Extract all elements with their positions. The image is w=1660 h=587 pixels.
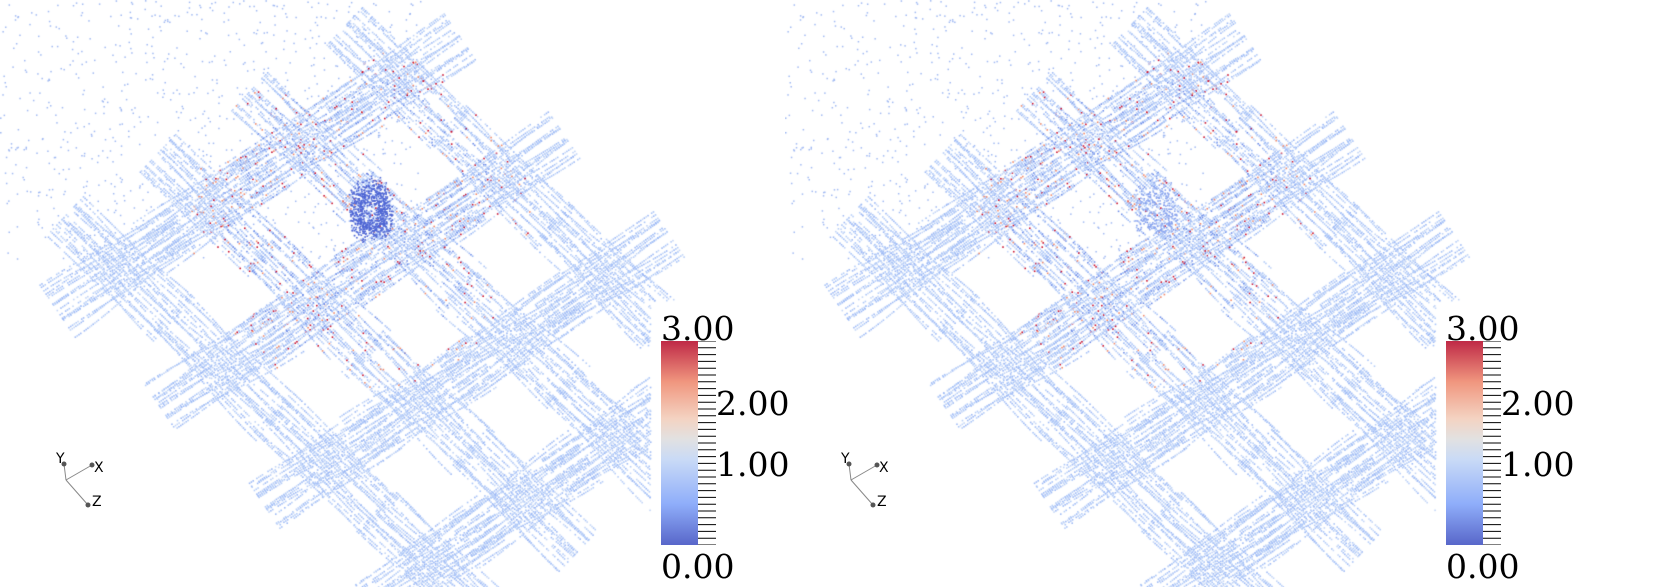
colorbar-label-2: 2.00	[716, 384, 790, 423]
right-render-view[interactable]: 3.00 2.00 1.00 0.00 Y X Z	[785, 0, 1574, 587]
colorbar-label-1: 1.00	[716, 445, 790, 484]
point-cloud-render[interactable]	[0, 0, 785, 587]
axis-y-label: Y	[840, 451, 850, 467]
axis-x-label: X	[879, 460, 889, 476]
left-render-view[interactable]: 3.00 2.00 1.00 0.00 Y X Z	[0, 0, 789, 587]
point-cloud-render[interactable]	[785, 0, 1570, 587]
colorbar-label-1: 1.00	[1501, 445, 1575, 484]
colorbar-min-label: 0.00	[661, 547, 735, 586]
colorbar-ticks	[1483, 341, 1501, 545]
colorbar	[661, 341, 698, 545]
colorbar-max-label: 3.00	[661, 309, 735, 348]
colorbar-ticks	[698, 341, 716, 545]
colorbar	[1446, 341, 1483, 545]
axis-y-label: Y	[55, 451, 65, 467]
colorbar-min-label: 0.00	[1446, 547, 1520, 586]
colorbar-label-2: 2.00	[1501, 384, 1575, 423]
axis-z-label: Z	[877, 494, 887, 510]
colorbar-max-label: 3.00	[1446, 309, 1520, 348]
orientation-axes-icon: Y X Z	[840, 451, 889, 510]
orientation-axes-icon: Y X Z	[55, 451, 104, 510]
axis-x-label: X	[94, 460, 104, 476]
axis-z-label: Z	[92, 494, 102, 510]
